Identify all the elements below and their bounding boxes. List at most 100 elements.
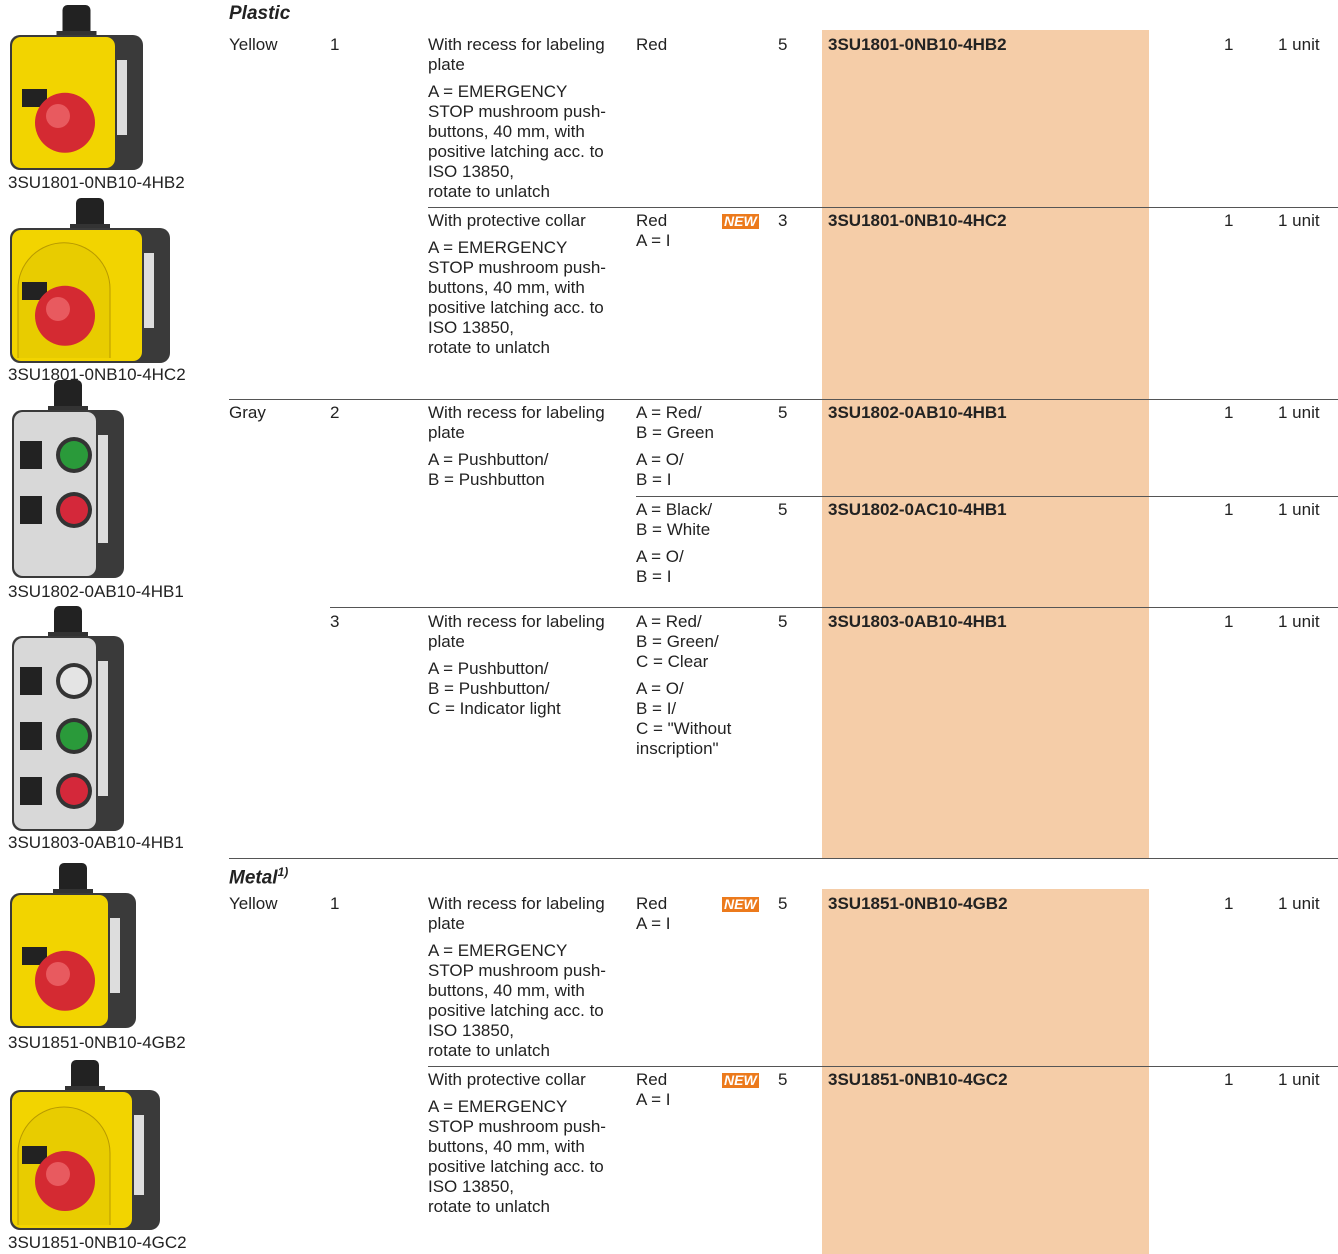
text-line: A = Pushbutton/: [428, 450, 549, 469]
desc-block: With protective collar A = EMERGENCY STOP …: [428, 211, 606, 358]
image-shape: [20, 777, 42, 805]
quantity: 5: [778, 35, 788, 54]
quantity: 5: [778, 894, 788, 913]
section-name: Metal: [229, 867, 278, 889]
product-images: [10, 5, 170, 1230]
text-line: plate: [428, 914, 465, 933]
image-shape: [144, 253, 154, 328]
article-column: [822, 30, 1149, 858]
desc-block: With recess for labeling plate A = EMERGEN…: [428, 894, 606, 1061]
text-line: buttons, 40 mm, with: [428, 981, 585, 1000]
paragraph: A = Black/B = White: [636, 500, 712, 540]
rule-line: [428, 1066, 1338, 1067]
paragraph: A = EMERGENCY STOP mushroom push-buttons,…: [428, 82, 606, 202]
text-line: Red: [636, 894, 668, 913]
labels-block: Red A = I: [636, 1070, 671, 1110]
rule-line: [428, 207, 1338, 208]
paragraph: With recess for labeling plate: [428, 894, 606, 934]
image-shape: [71, 1060, 99, 1092]
image-shape: [20, 441, 42, 469]
text-line: A = EMERGENCY: [428, 238, 568, 257]
text-line: B = Pushbutton: [428, 470, 545, 489]
image-shape: [46, 104, 70, 128]
image-shape: [110, 918, 120, 993]
text-line: A = EMERGENCY: [428, 941, 568, 960]
image-shape: [98, 661, 108, 796]
paragraph: Red A = I: [636, 211, 671, 251]
text-line: STOP mushroom push-: [428, 961, 606, 980]
text-line: A = I: [636, 1090, 671, 1109]
paragraph: With protective collar: [428, 211, 606, 231]
text-line: Red: [636, 211, 668, 230]
text-line: A = EMERGENCY: [428, 82, 568, 101]
text-line: A = Red/: [636, 403, 702, 422]
image-caption: 3SU1801-0NB10-4HB2: [8, 173, 185, 192]
rule-line: [330, 607, 1338, 608]
text-line: buttons, 40 mm, with: [428, 278, 585, 297]
section-title: Metal1): [229, 862, 288, 888]
text-line: plate: [428, 632, 465, 651]
image-caption: 3SU1803-0AB10-4HB1: [8, 833, 184, 852]
section-title: Plastic: [229, 4, 290, 24]
command-points: 1: [330, 894, 340, 913]
rule-line: [229, 399, 1338, 400]
paragraph: Red: [636, 35, 667, 55]
section-name: Plastic: [229, 3, 291, 24]
text-line: ISO 13850,: [428, 162, 515, 181]
image-shape: [54, 380, 82, 412]
text-line: ISO 13850,: [428, 318, 515, 337]
image-shape: [20, 722, 42, 750]
price-unit: 1: [1224, 403, 1234, 422]
text-line: C = Indicator light: [428, 699, 561, 718]
labels-block: Red A = I: [636, 211, 671, 251]
text-line: buttons, 40 mm, with: [428, 1137, 585, 1156]
image-shape: [20, 496, 42, 524]
image-shape: [60, 496, 88, 524]
housing-color: Yellow: [229, 35, 278, 54]
text-line: buttons, 40 mm, with: [428, 122, 585, 141]
paragraph: A = O/B = I: [636, 547, 712, 587]
text-line: Red: [636, 1070, 668, 1089]
new-badge: NEW: [722, 213, 759, 229]
paragraph: Red A = I: [636, 894, 671, 934]
image-caption: 3SU1801-0NB10-4HC2: [8, 365, 186, 384]
new-badge: NEW: [722, 1072, 759, 1088]
text-line: rotate to unlatch: [428, 338, 550, 357]
image-shape: [117, 60, 127, 135]
text-line: rotate to unlatch: [428, 1041, 550, 1060]
new-badge: NEW: [722, 896, 759, 912]
text-line: positive latching acc. to: [428, 298, 604, 317]
image-shape: [59, 863, 87, 895]
image-shape: [60, 777, 88, 805]
price-unit: 1: [1224, 500, 1234, 519]
desc-block: With protective collar A = EMERGENCY STOP …: [428, 1070, 606, 1217]
pack-size: 1 unit: [1278, 211, 1320, 230]
text-line: rotate to unlatch: [428, 1197, 550, 1216]
pack-size: 1 unit: [1278, 1070, 1320, 1089]
rule-line: [636, 496, 1338, 497]
article-no: 3SU1802-0AB10-4HB1: [828, 403, 1007, 422]
command-points: 2: [330, 403, 340, 422]
pack-size: 1 unit: [1278, 894, 1320, 913]
text-line: STOP mushroom push-: [428, 1117, 606, 1136]
text-line: A = I: [636, 914, 671, 933]
quantity: 5: [778, 403, 788, 422]
text-line: B = I: [636, 470, 672, 489]
text-line: B = Pushbutton/: [428, 679, 550, 698]
text-line: With protective collar: [428, 1070, 586, 1089]
article-column: [822, 889, 1149, 1254]
text-line: A = O/: [636, 679, 684, 698]
housing-color: Gray: [229, 403, 266, 422]
text-line: Red: [636, 35, 668, 54]
paragraph: Red A = I: [636, 1070, 671, 1110]
text-line: A = O/: [636, 450, 684, 469]
text-line: positive latching acc. to: [428, 142, 604, 161]
article-no: 3SU1801-0NB10-4HC2: [828, 211, 1007, 230]
paragraph: A = EMERGENCY STOP mushroom push-buttons,…: [428, 941, 606, 1061]
paragraph: A = EMERGENCY STOP mushroom push-buttons,…: [428, 1097, 606, 1217]
paragraph: With recess for labeling plate: [428, 35, 606, 75]
image-shape: [62, 5, 91, 37]
text-line: A = EMERGENCY: [428, 1097, 568, 1116]
paragraph: A = EMERGENCY STOP mushroom push-buttons,…: [428, 238, 606, 358]
price-unit: 1: [1224, 612, 1234, 631]
